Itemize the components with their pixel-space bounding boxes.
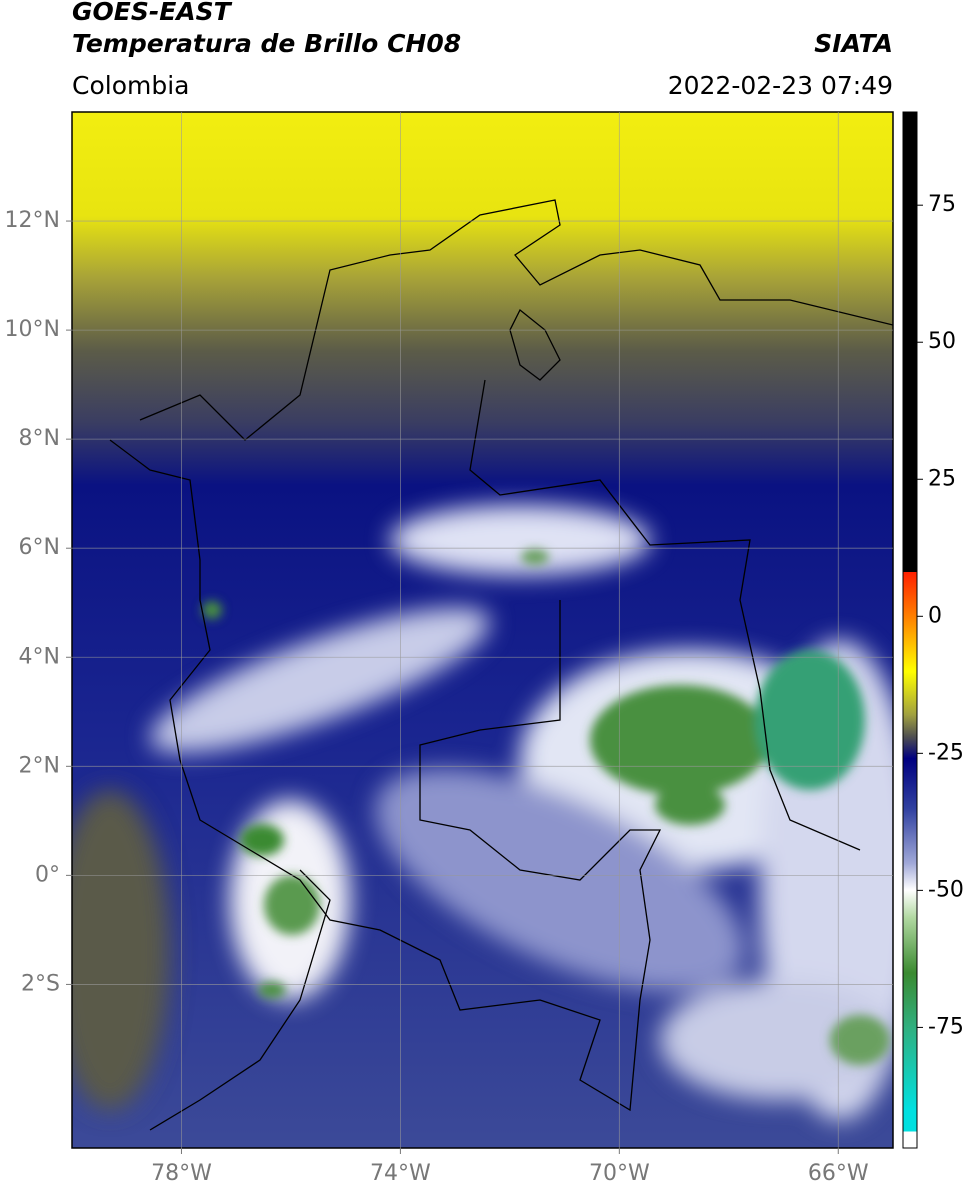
map-frame — [71, 111, 894, 1149]
colorbar-tick-label: -50 — [928, 877, 964, 902]
region: Colombia — [72, 71, 189, 100]
x-tick-label: 70°W — [589, 1161, 650, 1186]
colorbar-tick-label: 50 — [928, 329, 956, 354]
y-tick-label: 4°N — [19, 644, 60, 669]
y-tick-label: 2°S — [21, 971, 60, 996]
title: GOES-EAST — [72, 0, 233, 26]
x-tick-label: 66°W — [808, 1161, 869, 1186]
satellite-image — [72, 112, 893, 1148]
y-tick-label: 8°N — [19, 426, 60, 451]
y-tick-label: 6°N — [19, 535, 60, 560]
source: SIATA — [814, 29, 893, 58]
colorbar-tick-label: 0 — [928, 603, 942, 628]
colorbar-tick-label: 25 — [928, 466, 956, 491]
colorbar-tick-label: -25 — [928, 740, 964, 765]
x-tick-label: 78°W — [151, 1161, 212, 1186]
colorbar — [902, 111, 918, 1149]
y-tick-label: 0° — [35, 862, 60, 887]
colorbar-tick-label: 75 — [928, 192, 956, 217]
y-tick-label: 2°N — [19, 753, 60, 778]
colorbar-tick-label: -75 — [928, 1014, 964, 1039]
subtitle: Temperatura de Brillo CH08 — [72, 29, 461, 58]
x-tick-label: 74°W — [370, 1161, 431, 1186]
timestamp: 2022-02-23 07:49 — [668, 71, 893, 100]
y-tick-label: 12°N — [5, 208, 60, 233]
y-tick-label: 10°N — [5, 317, 60, 342]
